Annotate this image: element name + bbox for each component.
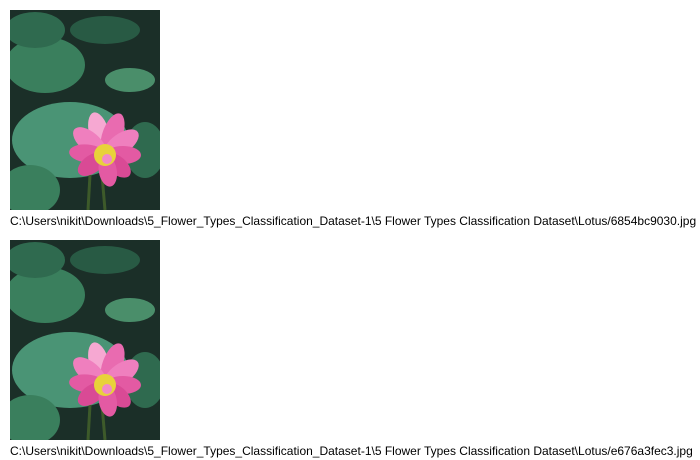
lotus-image: [10, 10, 160, 210]
lotus-image: [10, 240, 160, 440]
image-path-caption: C:\Users\nikit\Downloads\5_Flower_Types_…: [10, 214, 697, 228]
lotus-photo-icon: [10, 10, 160, 210]
image-entry: C:\Users\nikit\Downloads\5_Flower_Types_…: [10, 240, 700, 459]
image-entry: C:\Users\nikit\Downloads\5_Flower_Types_…: [10, 10, 700, 229]
lotus-photo-icon: [10, 240, 160, 440]
image-path-caption: C:\Users\nikit\Downloads\5_Flower_Types_…: [10, 444, 693, 458]
